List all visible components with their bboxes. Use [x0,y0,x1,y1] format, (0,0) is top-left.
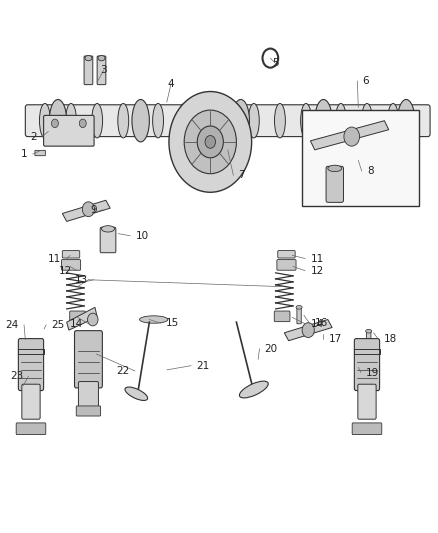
Ellipse shape [152,103,163,138]
Text: 18: 18 [384,334,397,344]
Ellipse shape [300,103,311,138]
Text: 6: 6 [363,76,369,86]
Ellipse shape [240,381,268,398]
Polygon shape [67,308,97,330]
FancyBboxPatch shape [277,260,296,270]
Ellipse shape [179,103,190,138]
FancyBboxPatch shape [274,311,290,321]
Text: 5: 5 [272,59,279,68]
Text: 24: 24 [6,320,19,330]
Ellipse shape [98,55,105,61]
FancyBboxPatch shape [97,56,106,85]
Circle shape [88,313,98,326]
Ellipse shape [275,103,286,138]
Circle shape [51,119,58,127]
Text: 15: 15 [166,318,179,328]
Ellipse shape [132,100,149,142]
FancyBboxPatch shape [78,382,99,411]
Text: 22: 22 [117,366,130,376]
Text: 25: 25 [51,320,65,330]
Text: 11: 11 [48,254,61,263]
Ellipse shape [102,225,115,232]
Ellipse shape [388,103,399,138]
Ellipse shape [328,165,342,172]
Ellipse shape [232,100,250,142]
FancyBboxPatch shape [302,110,419,206]
Ellipse shape [92,103,102,138]
Text: 4: 4 [168,78,174,88]
Ellipse shape [210,100,228,142]
Ellipse shape [49,100,67,142]
FancyBboxPatch shape [352,423,382,434]
FancyBboxPatch shape [354,338,380,391]
FancyBboxPatch shape [358,384,376,419]
Polygon shape [311,120,389,150]
Text: 23: 23 [10,372,23,381]
Text: 13: 13 [75,274,88,285]
Ellipse shape [125,387,148,400]
FancyBboxPatch shape [35,150,46,156]
Text: 12: 12 [311,266,324,276]
Text: 12: 12 [59,266,72,276]
Ellipse shape [222,103,233,138]
Text: 3: 3 [100,66,107,75]
Ellipse shape [140,316,168,323]
FancyBboxPatch shape [44,115,94,146]
Circle shape [302,322,314,337]
Text: 20: 20 [265,344,278,354]
Ellipse shape [66,103,77,138]
FancyBboxPatch shape [70,311,85,321]
Ellipse shape [39,103,50,138]
Text: 8: 8 [367,166,374,176]
Text: 2: 2 [31,132,37,142]
Circle shape [82,202,95,216]
Text: 7: 7 [239,171,245,180]
Polygon shape [284,319,332,341]
Circle shape [184,110,237,174]
FancyBboxPatch shape [297,307,301,324]
Text: 1: 1 [21,149,28,159]
Text: 16: 16 [315,318,328,328]
FancyBboxPatch shape [84,56,93,85]
Ellipse shape [361,103,372,138]
FancyBboxPatch shape [100,227,116,253]
Ellipse shape [336,103,346,138]
Ellipse shape [296,305,302,309]
Text: 21: 21 [196,361,210,370]
Circle shape [169,92,252,192]
FancyBboxPatch shape [208,105,430,136]
Ellipse shape [248,103,259,138]
FancyBboxPatch shape [18,338,44,391]
Text: 9: 9 [91,205,97,215]
Text: 17: 17 [328,334,342,344]
Polygon shape [62,200,110,221]
FancyBboxPatch shape [76,406,101,416]
Text: 10: 10 [135,231,148,241]
Ellipse shape [205,103,216,138]
FancyBboxPatch shape [22,384,40,419]
Circle shape [205,135,215,148]
FancyBboxPatch shape [278,251,295,258]
Ellipse shape [85,55,92,61]
FancyBboxPatch shape [62,251,80,258]
FancyBboxPatch shape [16,423,46,434]
Ellipse shape [118,103,129,138]
FancyBboxPatch shape [25,105,247,136]
Circle shape [197,126,223,158]
FancyBboxPatch shape [61,260,81,270]
Circle shape [344,127,360,146]
Text: 19: 19 [366,368,379,377]
Ellipse shape [397,100,415,142]
FancyBboxPatch shape [326,166,343,203]
Text: 14: 14 [70,319,83,329]
Text: 14: 14 [311,319,324,329]
FancyBboxPatch shape [74,330,102,388]
FancyBboxPatch shape [367,330,371,348]
Ellipse shape [315,100,332,142]
Text: 11: 11 [311,254,324,263]
Circle shape [79,119,86,127]
Ellipse shape [366,329,372,333]
